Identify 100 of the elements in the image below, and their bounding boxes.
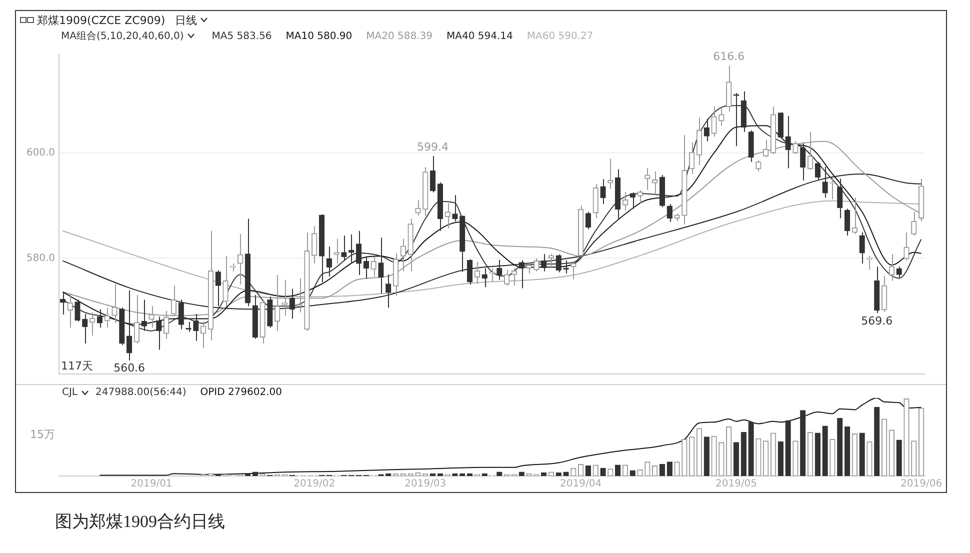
text: 15万	[30, 428, 55, 441]
candlestick	[704, 118, 710, 142]
candlestick	[666, 204, 672, 222]
bar	[704, 436, 710, 476]
candlestick	[289, 288, 295, 320]
candlestick	[518, 260, 524, 289]
candlestick	[570, 262, 576, 280]
bar	[740, 432, 746, 476]
candlestick	[608, 158, 614, 190]
bar	[778, 441, 784, 476]
candlestick	[896, 266, 902, 278]
y-tick-label: 600.0	[26, 148, 55, 159]
candlestick	[215, 270, 221, 307]
candlestick	[200, 320, 206, 349]
text: 599.4	[417, 140, 449, 154]
candlestick	[592, 184, 598, 219]
candlestick	[415, 199, 421, 216]
candlestick	[496, 259, 502, 280]
candlestick	[341, 235, 347, 262]
bar	[748, 422, 754, 476]
x-tick-label: 2019/01	[130, 478, 172, 490]
text: 560.6	[114, 362, 146, 375]
candlestick	[748, 130, 754, 162]
candlestick	[652, 170, 658, 196]
candlestick	[466, 258, 473, 286]
candlestick	[386, 274, 392, 308]
candlestick	[859, 232, 865, 264]
candlestick	[444, 202, 450, 229]
candlestick	[904, 232, 910, 261]
legend-title: MA组合(5,10,20,40,60,0)	[61, 30, 184, 43]
candlestick	[334, 238, 340, 264]
candlestick	[585, 211, 592, 230]
candlestick	[326, 246, 332, 278]
candlestick	[474, 261, 480, 284]
text: MA10 580.90	[286, 30, 352, 42]
text: MA60 590.27	[526, 30, 594, 42]
candlestick	[630, 192, 636, 210]
candlestick	[778, 112, 784, 139]
candlestick	[370, 256, 376, 278]
bar	[733, 442, 740, 476]
candlestick	[511, 268, 518, 286]
text: 569.6	[861, 314, 893, 328]
candlestick	[74, 299, 80, 322]
candlestick	[89, 312, 96, 336]
x-tick-label: 2019/06	[900, 478, 942, 490]
candlestick	[852, 197, 858, 234]
bar	[659, 464, 666, 476]
candlestick	[526, 262, 532, 274]
x-tick-label: 2019/03	[404, 478, 446, 490]
bar	[844, 426, 850, 476]
legend-label: 247988.00(56:44)	[96, 387, 186, 398]
y-tick-label: 580.0	[26, 252, 55, 264]
candlestick	[718, 108, 724, 126]
candlestick	[911, 211, 917, 236]
bar	[785, 420, 791, 476]
candlestick	[822, 166, 828, 198]
candlestick	[312, 226, 318, 264]
chart-title: 郑煤1909(CZCE ZC909)	[37, 12, 166, 28]
candlestick	[888, 254, 895, 282]
line-series	[62, 174, 922, 310]
annotation: 117天	[61, 359, 93, 372]
x-tick-label: 2019/04	[560, 478, 602, 490]
candlestick	[430, 156, 436, 193]
text: MA20 588.39	[366, 30, 433, 42]
candlestick	[489, 268, 495, 282]
bar	[859, 432, 865, 476]
candlestick	[356, 230, 362, 276]
candlestick	[548, 254, 554, 269]
candlestick	[534, 258, 540, 272]
candlestick	[363, 256, 369, 280]
candlestick	[756, 160, 762, 172]
candlestick	[378, 237, 384, 294]
bar	[896, 440, 902, 476]
candlestick	[696, 117, 702, 166]
bar	[822, 426, 828, 476]
candlestick	[348, 234, 354, 263]
chart-title: CJL	[62, 387, 78, 398]
candlestick	[104, 307, 110, 328]
candlestick	[600, 178, 606, 204]
candlestick	[637, 190, 643, 204]
bar	[615, 464, 621, 476]
bar	[814, 432, 821, 476]
text: 616.6	[713, 50, 745, 63]
bar	[666, 462, 672, 476]
candlestick	[482, 268, 488, 288]
candlestick	[452, 194, 458, 222]
text: 图为郑煤1909合约日线	[55, 511, 226, 533]
x-tick-label: 2019/02	[294, 478, 336, 490]
candlestick	[830, 176, 836, 200]
candlestick	[689, 142, 695, 174]
candlestick	[881, 276, 888, 312]
candlestick	[800, 142, 806, 181]
candlestick	[844, 208, 850, 236]
candlestick	[785, 116, 791, 169]
bar	[585, 466, 592, 476]
candlestick	[814, 161, 821, 181]
candlestick	[556, 254, 562, 273]
candlestick	[622, 191, 628, 211]
candlestick	[711, 106, 717, 138]
bar	[800, 410, 806, 476]
